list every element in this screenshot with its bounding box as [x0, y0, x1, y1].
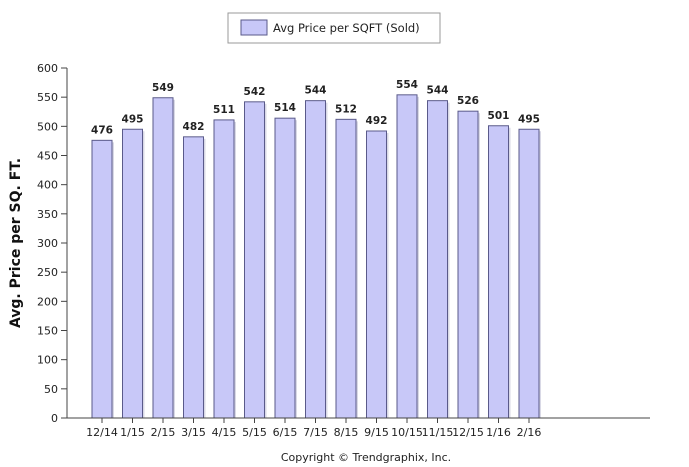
data-label: 514: [274, 102, 296, 114]
bar: [427, 100, 448, 419]
x-tick-label: 1/15: [120, 426, 145, 439]
x-tick-label: 12/14: [86, 426, 118, 439]
x-axis: 12/14 1/15 2/15 3/15 4/15 5/15 6/15 7/15 8/15 9/1…: [86, 418, 541, 439]
bar: [518, 128, 540, 419]
x-tick-label: 7/15: [303, 426, 328, 439]
y-tick-label: 500: [37, 120, 58, 133]
data-label: 495: [518, 113, 540, 125]
y-tick-label: 250: [37, 266, 58, 279]
x-tick-label: 10/15: [391, 426, 423, 439]
bar: [274, 117, 296, 419]
x-tick-label: 9/15: [364, 426, 389, 439]
y-tick-label: 200: [37, 295, 58, 308]
x-tick-label: 1/16: [486, 426, 511, 439]
data-label: 544: [427, 85, 449, 97]
data-label: 549: [152, 82, 174, 94]
bar: [305, 100, 326, 419]
data-label: 526: [457, 95, 479, 107]
y-tick-label: 450: [37, 150, 58, 163]
y-tick-label: 150: [37, 325, 58, 338]
x-tick-label: 2/15: [151, 426, 176, 439]
y-tick-label: 600: [37, 62, 58, 75]
y-tick-label: 50: [44, 383, 58, 396]
bar: [152, 97, 174, 419]
legend-swatch: [240, 19, 268, 36]
y-axis-title: Avg. Price per SQ. FT.: [8, 158, 24, 328]
data-label: 544: [305, 85, 327, 97]
x-tick-label: 4/15: [212, 426, 237, 439]
y-tick-label: 0: [51, 412, 58, 425]
bar: [122, 128, 143, 419]
bar: [457, 110, 479, 419]
x-tick-label: 12/15: [452, 426, 484, 439]
y-tick-label: 550: [37, 91, 58, 104]
bar: [335, 118, 357, 419]
x-tick-label: 5/15: [242, 426, 267, 439]
bar: [366, 130, 387, 419]
x-tick-label: 11/15: [422, 426, 454, 439]
data-label: 512: [335, 103, 357, 115]
y-tick-label: 300: [37, 237, 58, 250]
bar: [244, 101, 265, 419]
bar: [91, 139, 113, 419]
data-label: 511: [213, 104, 235, 116]
y-tick-label: 350: [37, 208, 58, 221]
data-label: 501: [488, 110, 510, 122]
bar: [183, 136, 204, 419]
x-tick-label: 3/15: [181, 426, 206, 439]
data-label: 476: [91, 124, 113, 136]
bars: 476 495 549 482 511 542 514 544 512 492 554 544 526 5…: [91, 79, 541, 419]
x-tick-label: 6/15: [273, 426, 298, 439]
data-label: 554: [396, 79, 418, 91]
data-label: 492: [366, 115, 388, 127]
bar: [488, 125, 509, 419]
legend-label: Avg Price per SQFT (Sold): [273, 21, 420, 35]
x-tick-label: 8/15: [334, 426, 359, 439]
y-tick-label: 400: [37, 179, 58, 192]
data-label: 482: [183, 121, 205, 133]
legend: Avg Price per SQFT (Sold): [227, 12, 441, 44]
data-label: 495: [122, 113, 144, 125]
bar: [213, 119, 235, 419]
bar: [396, 94, 418, 419]
copyright: Copyright © Trendgraphix, Inc.: [281, 451, 451, 464]
y-axis: 0 50 100 150 200 250 300 350 400 450 500 550 600: [37, 62, 67, 425]
y-tick-label: 100: [37, 354, 58, 367]
x-tick-label: 2/16: [517, 426, 542, 439]
data-label: 542: [244, 86, 266, 98]
